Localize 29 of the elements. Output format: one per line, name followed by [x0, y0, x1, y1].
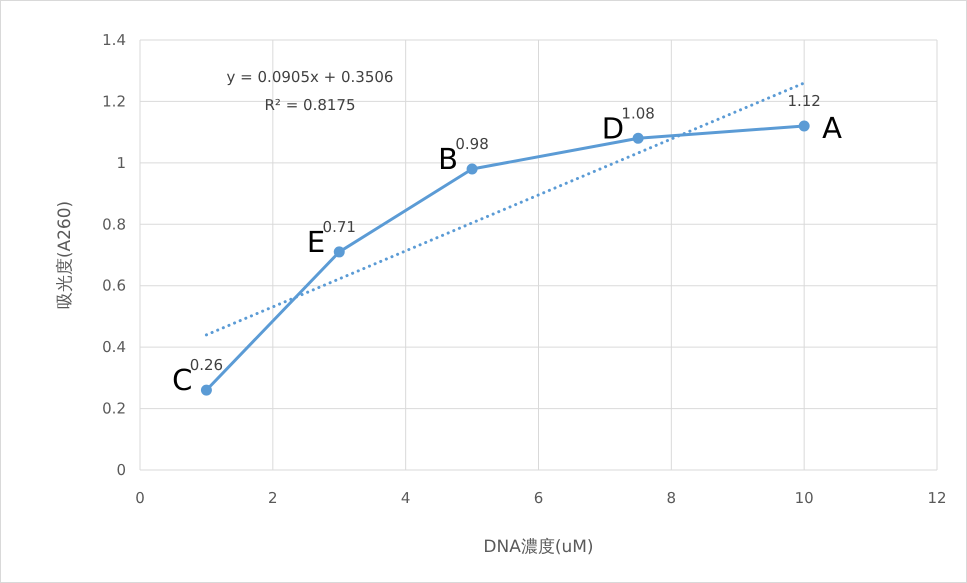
annotation: A — [822, 111, 842, 145]
x-tick-label: 12 — [927, 489, 947, 507]
y-tick-label: 0.8 — [102, 215, 126, 234]
x-tick-label: 8 — [666, 489, 676, 507]
point — [334, 246, 345, 258]
data-label: 0.98 — [455, 135, 489, 153]
point — [200, 384, 212, 396]
y-tick-label: 0.6 — [102, 276, 126, 295]
x-tick-label: 4 — [400, 489, 410, 507]
y-tick-label: 0 — [116, 461, 126, 479]
y-tick-label: 1.4 — [102, 31, 126, 49]
y-tick-label: 0.2 — [102, 400, 126, 418]
data-label: 0.26 — [190, 356, 224, 374]
y-axis-title: 吸光度(A260) — [55, 200, 75, 310]
annotation: y = 0.0905x + 0.3506 — [226, 68, 394, 86]
point — [632, 132, 644, 144]
x-axis-title: DNA濃度(uM) — [483, 537, 594, 557]
y-tick-label: 1 — [116, 154, 126, 172]
x-tick-label: 2 — [268, 489, 278, 507]
data-label: 1.12 — [787, 92, 821, 110]
x-tick-label: 6 — [534, 489, 544, 507]
y-tick-label: 1.2 — [102, 92, 126, 110]
data-label: 0.71 — [322, 218, 356, 236]
annotation: R² = 0.8175 — [264, 96, 356, 114]
y-tick-label: 0.4 — [102, 338, 126, 356]
point — [466, 164, 478, 174]
x-tick-label: 0 — [135, 489, 145, 507]
x-tick-label: 10 — [794, 489, 814, 507]
point — [798, 120, 810, 132]
